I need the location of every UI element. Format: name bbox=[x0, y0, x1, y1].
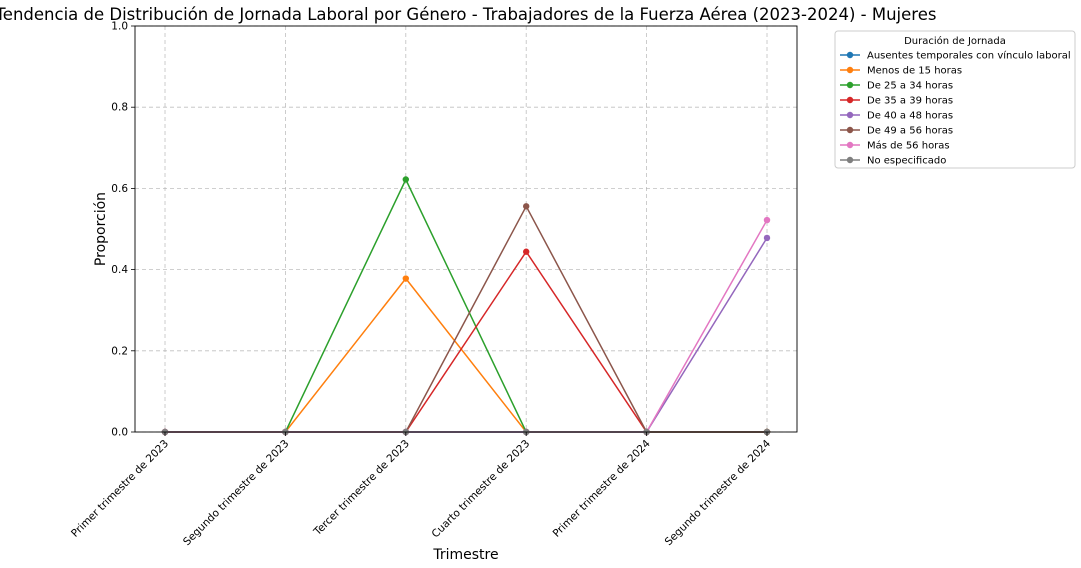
data-point bbox=[763, 216, 771, 224]
x-tick-label: Segundo trimestre de 2023 bbox=[181, 438, 291, 548]
y-tick-label: 1.0 bbox=[111, 21, 128, 33]
legend-items: Ausentes temporales con vínculo laboral M… bbox=[840, 50, 1071, 167]
series-line bbox=[165, 219, 768, 433]
legend-entry: No especificado bbox=[867, 156, 946, 167]
y-tick-label: 0.2 bbox=[111, 345, 128, 357]
y-tick-label: 0.4 bbox=[111, 264, 128, 276]
series-line bbox=[165, 237, 768, 433]
x-tick-label: Primer trimestre de 2024 bbox=[551, 437, 653, 539]
legend: Duración de Jornada Ausentes temporales … bbox=[834, 30, 1076, 169]
legend-entry: Menos de 15 horas bbox=[867, 66, 962, 77]
data-point bbox=[523, 203, 530, 210]
legend-frame bbox=[834, 30, 1076, 169]
series-line bbox=[165, 177, 767, 433]
legend-entry: De 35 a 39 horas bbox=[867, 96, 953, 107]
x-tick-label: Segundo trimestre de 2024 bbox=[663, 437, 774, 548]
x-tick-label: Cuarto trimestre de 2023 bbox=[430, 438, 533, 541]
x-axis-label: Trimestre bbox=[432, 547, 498, 563]
plot-area bbox=[134, 25, 798, 433]
series-line bbox=[165, 250, 767, 433]
series-layer bbox=[161, 176, 771, 436]
x-tick-label: Tercer trimestre de 2023 bbox=[311, 438, 412, 539]
series-line bbox=[165, 204, 767, 433]
legend-marker bbox=[846, 66, 854, 74]
chart-title: Tendencia de Distribución de Jornada Lab… bbox=[0, 5, 936, 24]
legend-entry: De 40 a 48 horas bbox=[867, 111, 953, 122]
y-tick-label: 0.8 bbox=[111, 102, 128, 114]
data-point bbox=[763, 234, 771, 242]
data-point bbox=[523, 248, 530, 255]
x-axis: Primer trimestre de 2023 Segundo trimestr… bbox=[69, 432, 773, 548]
legend-entry: De 25 a 34 horas bbox=[867, 81, 953, 92]
y-tick-label: 0.0 bbox=[111, 427, 128, 439]
data-point bbox=[402, 176, 409, 183]
y-tick-label: 0.6 bbox=[111, 183, 128, 195]
legend-entry: Más de 56 horas bbox=[867, 140, 950, 152]
legend-entry: Ausentes temporales con vínculo laboral bbox=[867, 50, 1071, 62]
legend-marker bbox=[846, 81, 854, 89]
series-line bbox=[165, 277, 767, 433]
y-axis: 0.0 0.2 0.4 0.6 0.8 1.0 bbox=[111, 21, 135, 439]
legend-marker bbox=[846, 96, 854, 104]
legend-marker bbox=[846, 141, 854, 149]
legend-marker bbox=[846, 111, 854, 119]
legend-marker bbox=[846, 51, 854, 59]
legend-entry: De 49 a 56 horas bbox=[867, 126, 953, 137]
legend-marker bbox=[846, 156, 854, 164]
legend-marker bbox=[846, 126, 854, 134]
legend-title: Duración de Jornada bbox=[904, 35, 1006, 47]
x-tick-label: Primer trimestre de 2023 bbox=[69, 438, 171, 540]
grid bbox=[135, 25, 797, 433]
data-point bbox=[402, 275, 409, 282]
y-axis-label: Proporción bbox=[93, 192, 109, 266]
